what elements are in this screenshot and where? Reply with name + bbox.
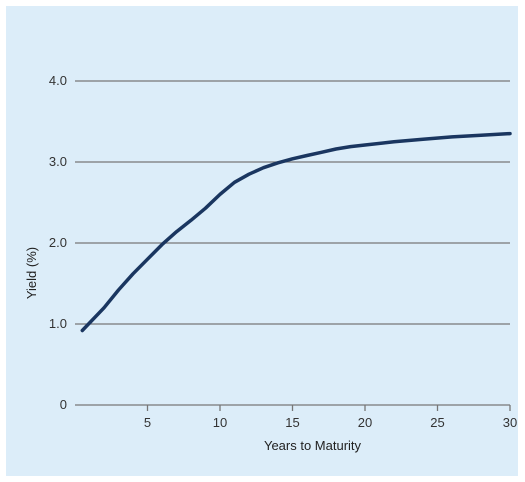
x-tick-label: 25	[430, 415, 444, 430]
x-axis-label: Years to Maturity	[264, 438, 362, 453]
y-tick-label: 4.0	[49, 73, 67, 88]
y-tick-label: 0	[60, 397, 67, 412]
x-tick-label: 10	[213, 415, 227, 430]
y-tick-label: 1.0	[49, 316, 67, 331]
yield-curve-line	[80, 131, 512, 333]
x-tick-label: 15	[285, 415, 299, 430]
x-tick-label: 30	[503, 415, 517, 430]
chart-background	[6, 6, 518, 476]
y-tick-label: 2.0	[49, 235, 67, 250]
x-tick-label: 5	[144, 415, 151, 430]
y-axis-label: Yield (%)	[24, 247, 39, 299]
y-tick-label: 3.0	[49, 154, 67, 169]
x-tick-label: 20	[358, 415, 372, 430]
